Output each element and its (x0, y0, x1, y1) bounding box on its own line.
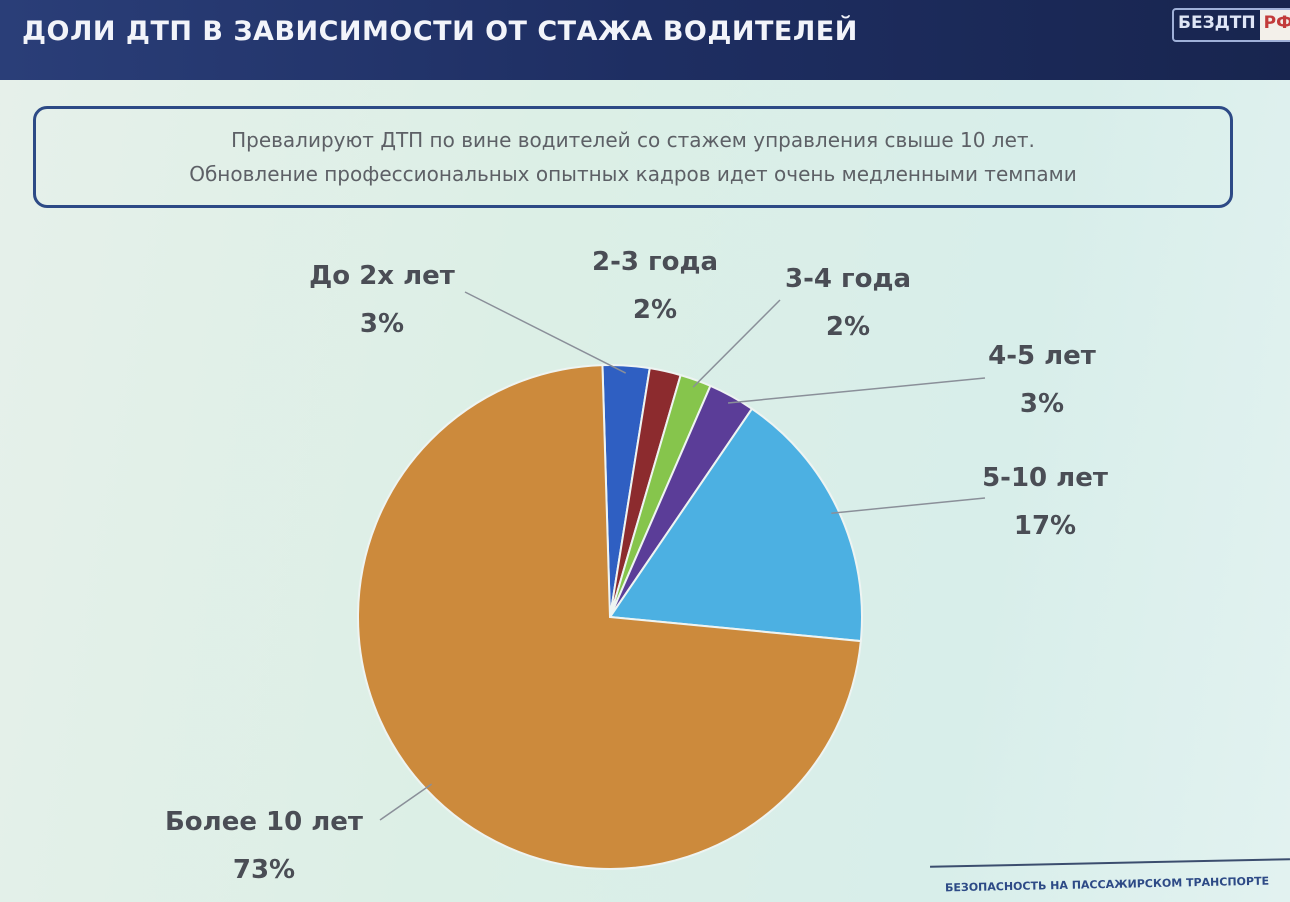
leader-line-0 (464, 291, 627, 374)
slice-category-label-0: До 2х лет (309, 261, 455, 291)
slice-value-label-4: 17% (1014, 511, 1076, 541)
slide-header: ДОЛИ ДТП В ЗАВИСИМОСТИ ОТ СТАЖА ВОДИТЕЛЕ… (0, 0, 1290, 80)
slice-category-label-5: Более 10 лет (165, 807, 363, 837)
slice-category-label-4: 5-10 лет (982, 463, 1108, 493)
callout-box: Превалируют ДТП по вине водителей со ста… (33, 106, 1233, 208)
slice-category-label-3: 4-5 лет (988, 341, 1096, 371)
slice-value-label-5: 73% (233, 855, 295, 885)
slice-value-label-0: 3% (360, 309, 404, 339)
callout-line-2: Обновление профессиональных опытных кадр… (189, 162, 1077, 186)
slice-value-label-2: 2% (826, 312, 870, 342)
slice-value-label-1: 2% (633, 295, 677, 325)
slice-category-label-1: 2-3 года (592, 247, 718, 277)
slide-title: ДОЛИ ДТП В ЗАВИСИМОСТИ ОТ СТАЖА ВОДИТЕЛЕ… (22, 16, 858, 47)
logo-suffix: РФ (1259, 10, 1290, 40)
leader-line-3 (727, 377, 986, 404)
leader-line-5 (379, 783, 433, 821)
slice-category-label-2: 3-4 года (785, 264, 911, 294)
logo: БЕЗДТП РФ (1172, 8, 1290, 42)
leader-line-2 (692, 299, 781, 388)
logo-text: БЕЗДТП (1178, 13, 1256, 33)
leader-line-4 (831, 497, 986, 514)
callout-line-1: Превалируют ДТП по вине водителей со ста… (231, 128, 1035, 152)
pie-slice-5 (357, 364, 862, 870)
slice-value-label-3: 3% (1020, 389, 1064, 419)
pie-slice-4 (608, 407, 863, 643)
